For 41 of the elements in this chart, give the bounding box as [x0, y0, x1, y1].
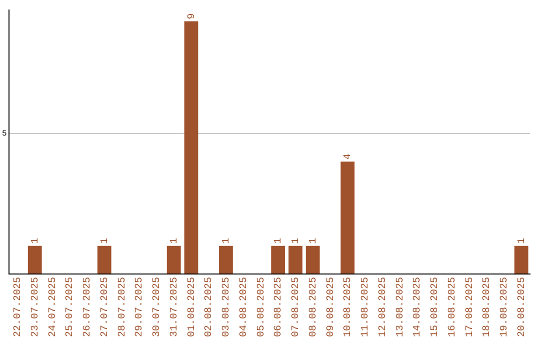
x-tick-label: 30.07.2025: [152, 276, 164, 338]
x-tick-label: 18.08.2025: [482, 276, 494, 338]
x-tick-label: 05.08.2025: [256, 276, 268, 338]
x-tick-label: 26.07.2025: [82, 276, 94, 338]
data-label: 4: [343, 154, 354, 160]
x-tick-label: 06.08.2025: [274, 276, 285, 338]
data-label: 1: [169, 238, 180, 244]
data-label: 1: [30, 238, 42, 244]
x-tick-label: 29.07.2025: [134, 276, 146, 338]
x-tick-label: 24.07.2025: [48, 276, 59, 338]
data-label: 1: [274, 238, 285, 244]
x-tick-label: 13.08.2025: [395, 276, 406, 338]
x-tick-label: 12.08.2025: [378, 276, 389, 338]
x-tick-label: 08.08.2025: [308, 276, 320, 338]
x-tick-label: 20.08.2025: [516, 276, 528, 338]
x-tick-label: 22.07.2025: [13, 276, 24, 338]
data-label: 1: [291, 238, 302, 244]
data-label: 9: [186, 13, 198, 20]
data-label: 1: [100, 238, 111, 244]
data-label: 1: [308, 238, 320, 244]
x-tick-label: 31.07.2025: [169, 276, 180, 338]
x-tick-label: 04.08.2025: [238, 276, 250, 338]
x-tick-label: 10.08.2025: [343, 276, 354, 338]
x-tick-label: 07.08.2025: [291, 276, 302, 338]
x-tick-label: 01.08.2025: [186, 276, 198, 338]
y-tick-label: 5: [2, 130, 7, 139]
x-tick-label: 09.08.2025: [326, 276, 337, 338]
x-tick-label: 16.08.2025: [447, 276, 458, 338]
x-tick-label: 27.07.2025: [100, 276, 111, 338]
x-tick-label: 11.08.2025: [360, 276, 372, 338]
data-label: 1: [516, 238, 528, 244]
x-tick-label: 19.08.2025: [500, 276, 511, 338]
data-label: 1: [222, 238, 233, 244]
x-tick-label: 28.07.2025: [117, 276, 128, 338]
x-tick-label: 17.08.2025: [464, 276, 476, 338]
x-tick-label: 15.08.2025: [430, 276, 442, 338]
x-tick-label: 03.08.2025: [222, 276, 233, 338]
x-tick-label: 02.08.2025: [204, 276, 216, 338]
x-tick-label: 25.07.2025: [65, 276, 76, 338]
x-tick-label: 23.07.2025: [30, 276, 42, 338]
x-tick-label: 14.08.2025: [412, 276, 424, 338]
